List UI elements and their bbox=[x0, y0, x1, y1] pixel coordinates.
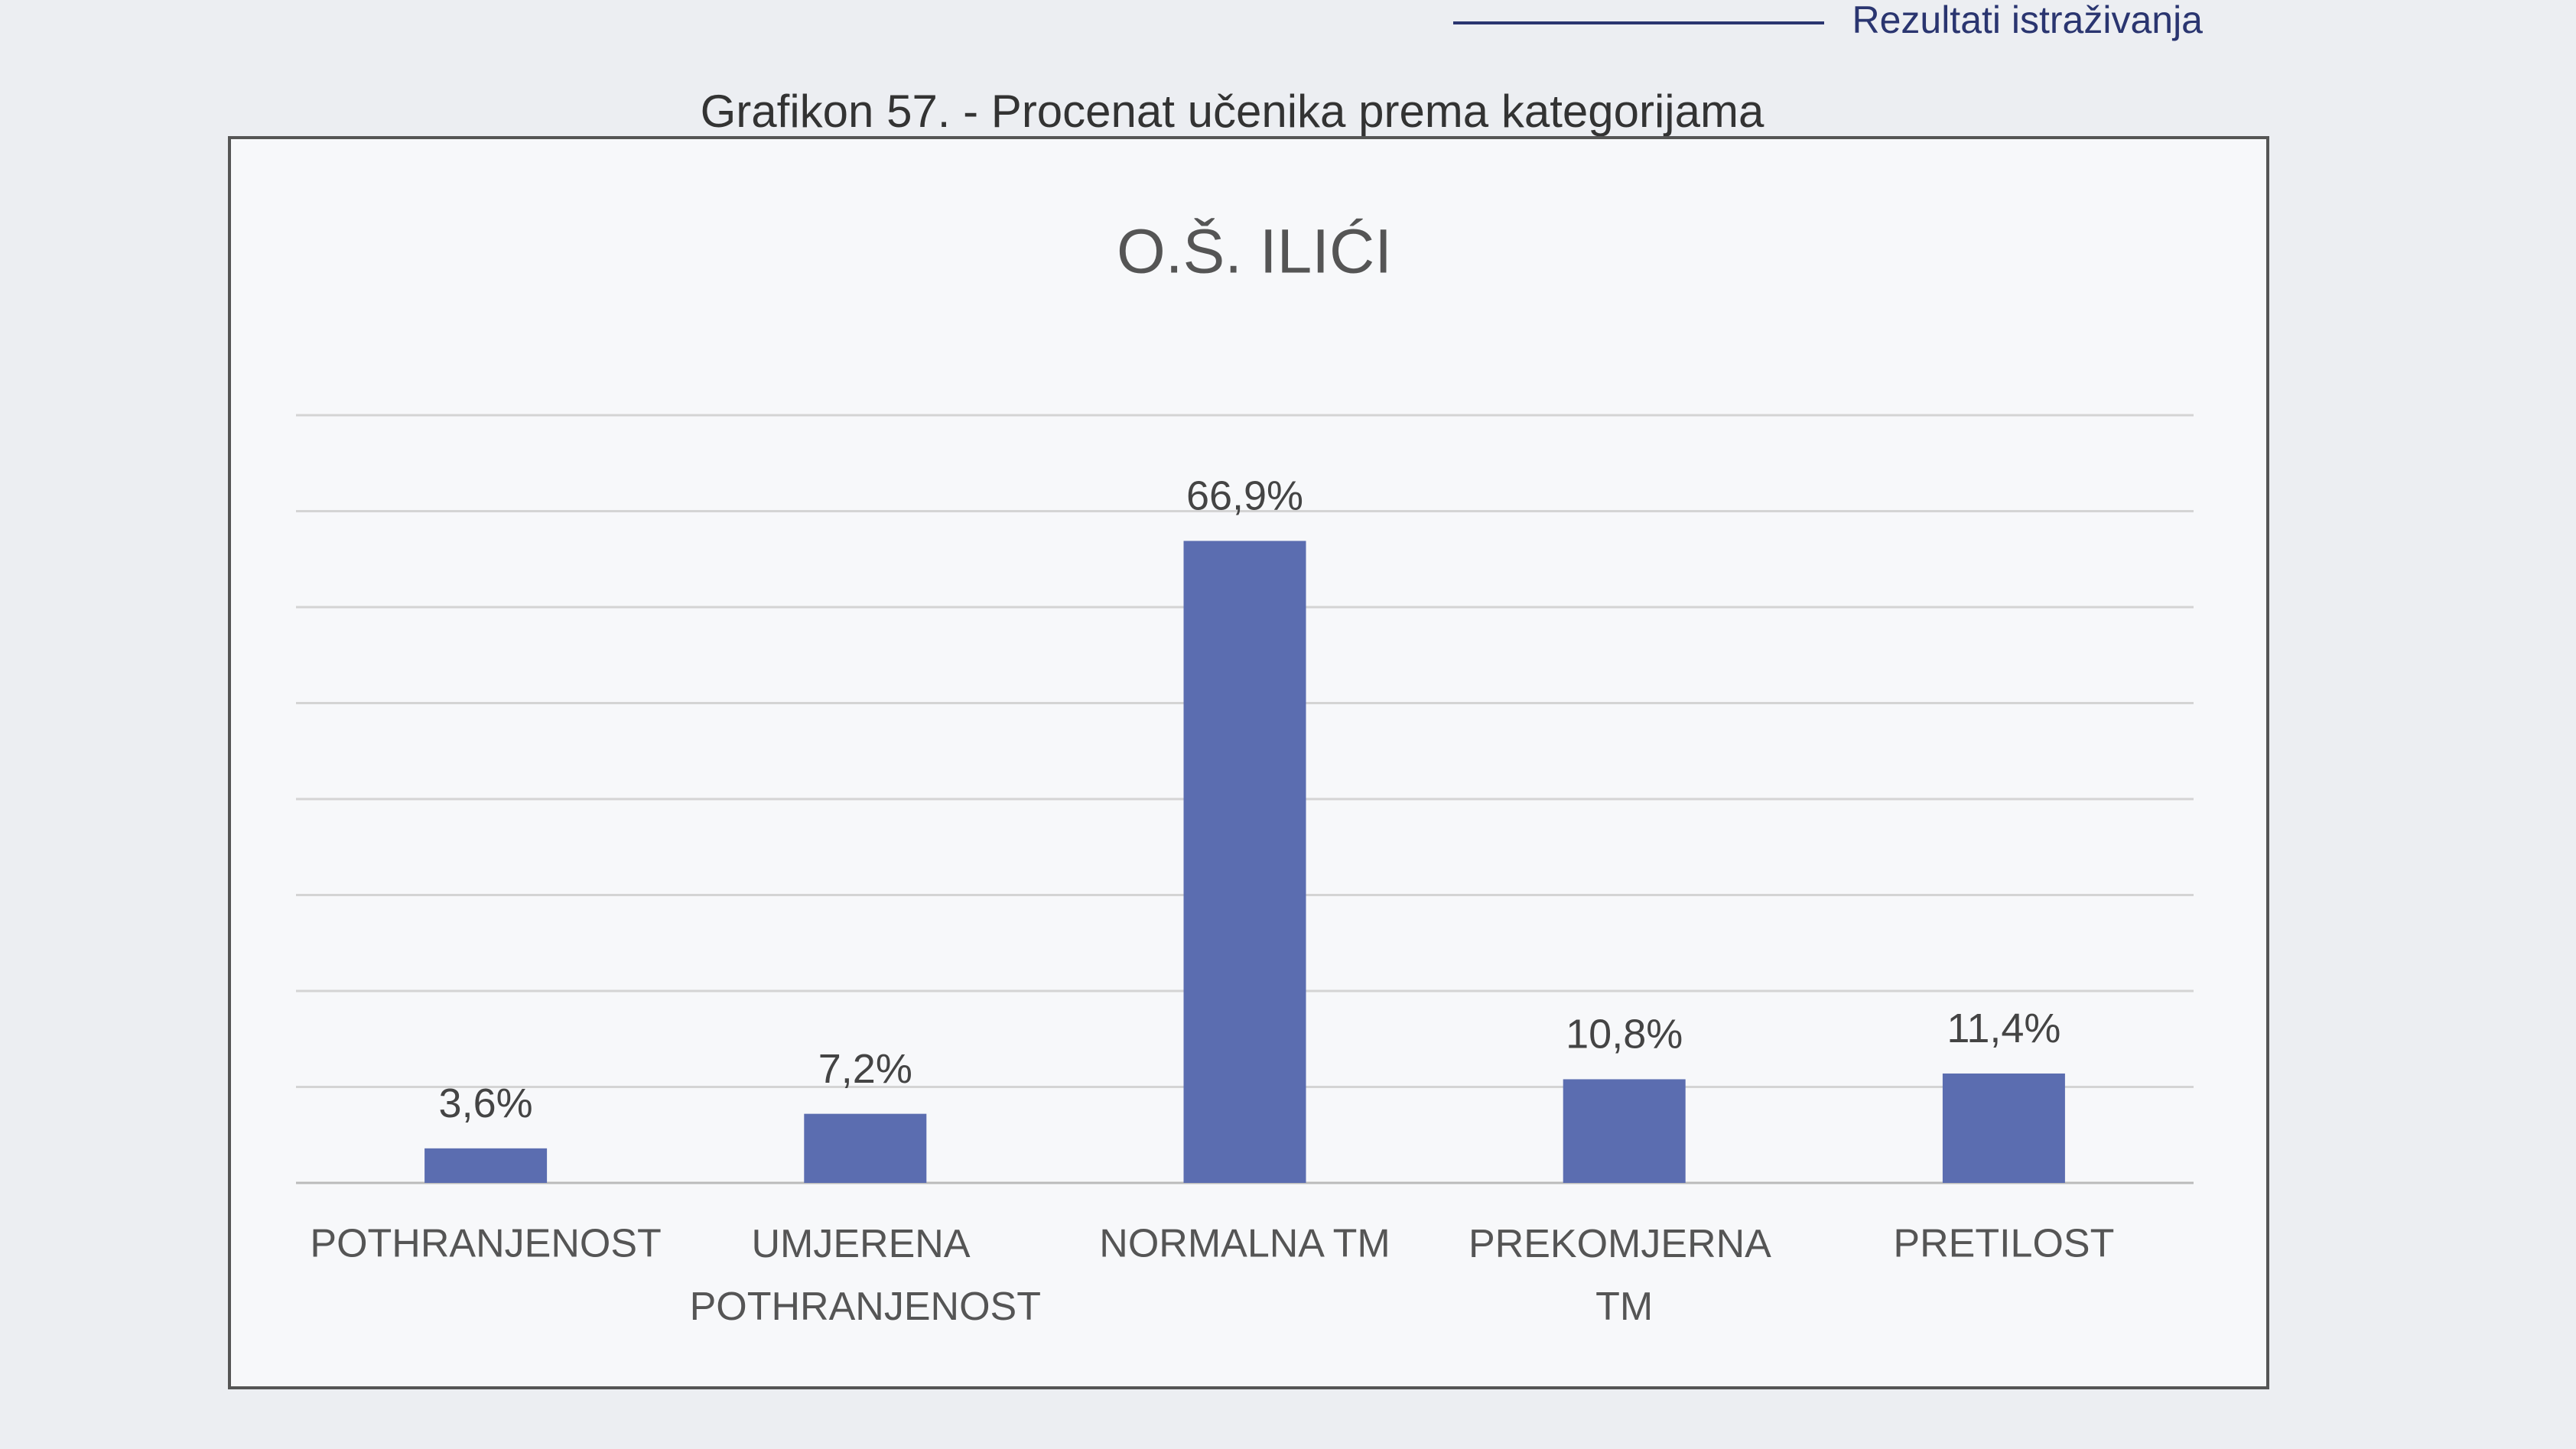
bar bbox=[804, 1113, 927, 1183]
caption: Grafikon 57. - Procenat učenika prema ka… bbox=[701, 86, 1764, 137]
x-tick-label: PRETILOST bbox=[1893, 1222, 2114, 1266]
value-label: 10,8% bbox=[1566, 1012, 1683, 1058]
value-label: 7,2% bbox=[818, 1046, 912, 1092]
x-tick-label: NORMALNA TM bbox=[1099, 1222, 1390, 1266]
bar bbox=[424, 1148, 548, 1183]
bar bbox=[1183, 541, 1306, 1183]
value-label: 11,4% bbox=[1947, 1006, 2060, 1051]
bar bbox=[1563, 1079, 1686, 1183]
value-label: 3,6% bbox=[439, 1080, 533, 1126]
bar bbox=[1942, 1073, 2065, 1183]
value-label: 66,9% bbox=[1186, 473, 1303, 519]
x-tick-label: UMJERENA POTHRANJENOST bbox=[690, 1222, 1041, 1329]
chart-title: O.Š. ILIĆI bbox=[1117, 217, 1392, 287]
x-tick-label: POTHRANJENOST bbox=[310, 1222, 661, 1266]
page-header: Rezultati istraživanja bbox=[1852, 0, 2203, 41]
x-tick-label: PREKOMJERNA TM bbox=[1469, 1222, 1780, 1329]
